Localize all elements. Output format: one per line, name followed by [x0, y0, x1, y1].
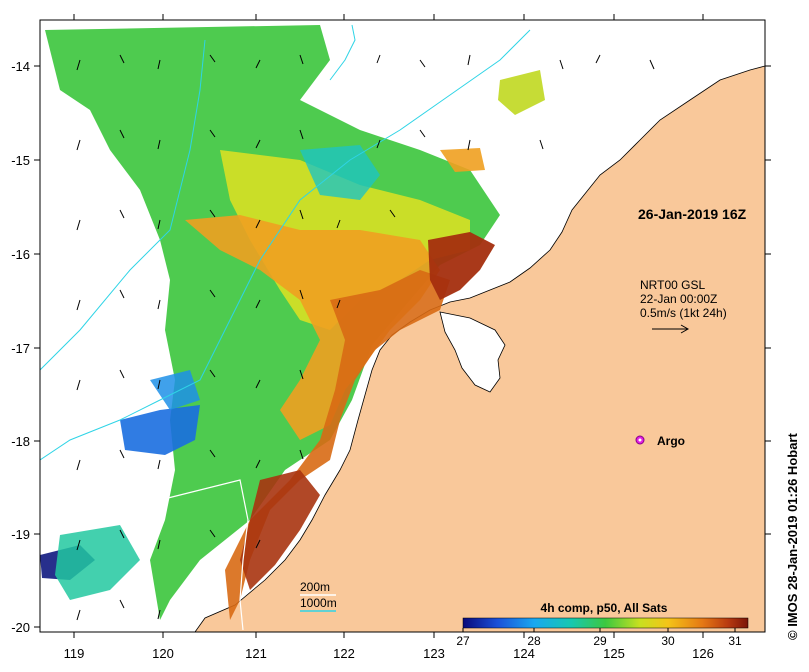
sst-field-green — [45, 25, 500, 620]
lon-tick-label: 122 — [333, 646, 355, 661]
sst-field-cyan — [300, 145, 380, 200]
sst-field-cyan-southwest — [55, 525, 140, 600]
colorbar-ticks — [462, 628, 736, 632]
isobath-200m — [40, 29, 531, 461]
sst-field-orange — [185, 215, 440, 440]
credit-text: © IMOS 28-Jan-2019 01:26 Hobart — [785, 433, 800, 640]
scale-arrow — [652, 324, 690, 334]
map-timestamp: 26-Jan-2019 16Z — [638, 206, 747, 222]
sst-field-patch-north — [498, 70, 545, 115]
plot-frame — [39, 19, 766, 633]
isobath-1000m-label: 1000m — [300, 596, 337, 610]
lon-tick-label: 124 — [513, 646, 535, 661]
lon-tick-label: 119 — [64, 646, 85, 661]
lon-tick-label: 120 — [152, 646, 174, 661]
sst-field-red-south — [240, 470, 320, 590]
current-vectors — [76, 54, 655, 621]
isobath-200m-3 — [329, 24, 356, 81]
argo-marker — [635, 435, 645, 445]
lon-axis — [73, 14, 704, 638]
sst-field-darkorange — [225, 270, 450, 620]
lon-tick-label: 121 — [245, 646, 267, 661]
colorbar-tick-label: 27 — [456, 634, 470, 648]
sst-field-patch-orange-n — [440, 148, 485, 172]
isobath-200m-label: 200m — [300, 580, 330, 594]
colorbar-tick-label: 30 — [661, 634, 675, 648]
colorbar-tick-label: 28 — [527, 634, 541, 648]
colorbar — [462, 617, 749, 629]
lat-tick-label: -18 — [11, 434, 30, 449]
velocity-legend-line2: 22-Jan 00:00Z — [640, 292, 717, 306]
sst-field-blue-west — [150, 370, 200, 410]
bay-inlet — [439, 311, 506, 393]
velocity-legend-line1: NRT00 GSL — [640, 278, 705, 292]
lat-tick-label: -16 — [11, 247, 30, 262]
lon-tick-label: 123 — [423, 646, 445, 661]
colorbar-title: 4h comp, p50, All Sats — [541, 601, 668, 615]
argo-label: Argo — [657, 434, 685, 448]
lon-tick-label: 125 — [603, 646, 625, 661]
isobath-200m-2 — [40, 39, 206, 371]
lat-tick-label: -15 — [11, 153, 30, 168]
colorbar-tick-label: 31 — [728, 634, 742, 648]
colorbar-tick-label: 29 — [593, 634, 607, 648]
velocity-legend-line3: 0.5m/s (1kt 24h) — [640, 306, 727, 320]
lat-axis — [34, 65, 771, 628]
sst-field-red — [428, 232, 495, 300]
isobath-1000m — [159, 479, 249, 631]
lat-tick-label: -17 — [11, 341, 30, 356]
lat-tick-label: -14 — [11, 59, 30, 74]
lat-tick-label: -19 — [11, 527, 30, 542]
lat-tick-label: -20 — [11, 620, 30, 635]
lon-tick-label: 126 — [692, 646, 714, 661]
sst-field-blue — [120, 405, 200, 455]
